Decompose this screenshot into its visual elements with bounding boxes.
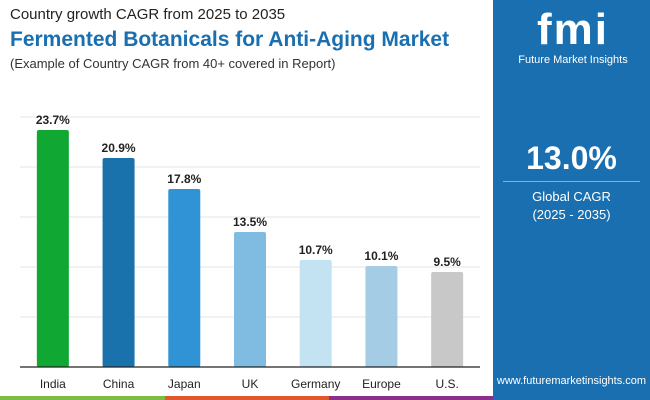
data-label: 23.7% [36,113,70,127]
logo-mark: fmi [537,5,609,54]
summary-panel: fmi Future Market Insights 13.0% Global … [493,0,650,400]
bar-europe [365,266,398,367]
fmi-logo: fmi Future Market Insights [513,5,633,67]
stripe-purple [329,396,493,400]
data-label: 10.7% [299,243,333,257]
x-tick-label: U.S. [435,377,458,391]
bar-chart: 23.7% India 20.9% China 17.8% Japan 13.5% UK 10.… [20,113,480,391]
global-cagr-period: (2025 - 2035) [532,207,611,222]
data-label: 10.1% [364,249,398,263]
chart-title: Fermented Botanicals for Anti-Aging Mark… [10,28,450,51]
bar-uk [234,232,266,367]
stripe-green [0,396,165,400]
x-tick-label: India [40,377,66,391]
bar-japan [168,189,201,367]
bar-us [431,272,464,367]
data-label: 20.9% [102,141,136,155]
bar-germany [299,260,332,367]
website-link[interactable]: www.futuremarketinsights.com [496,375,647,387]
data-label: 13.5% [233,215,267,229]
divider [503,181,640,182]
chart-subtitle: Country growth CAGR from 2025 to 2035 [10,6,286,23]
global-cagr-caption: Global CAGR (2025 - 2035) [493,188,650,224]
bar-china [102,158,135,367]
x-tick-label: Germany [291,377,340,391]
brand-name: Future Market Insights [518,54,628,66]
stripe-orange [165,396,329,400]
data-label: 9.5% [433,255,461,269]
global-cagr-label: Global CAGR [532,189,611,204]
x-tick-label: Europe [362,377,401,391]
chart-note: (Example of Country CAGR from 40+ covere… [10,56,336,71]
data-label: 17.8% [167,172,201,186]
bar-india [36,130,69,367]
x-tick-label: China [103,377,135,391]
x-tick-label: Japan [168,377,201,391]
global-cagr-value: 13.0% [526,140,617,176]
x-tick-label: UK [242,377,259,391]
